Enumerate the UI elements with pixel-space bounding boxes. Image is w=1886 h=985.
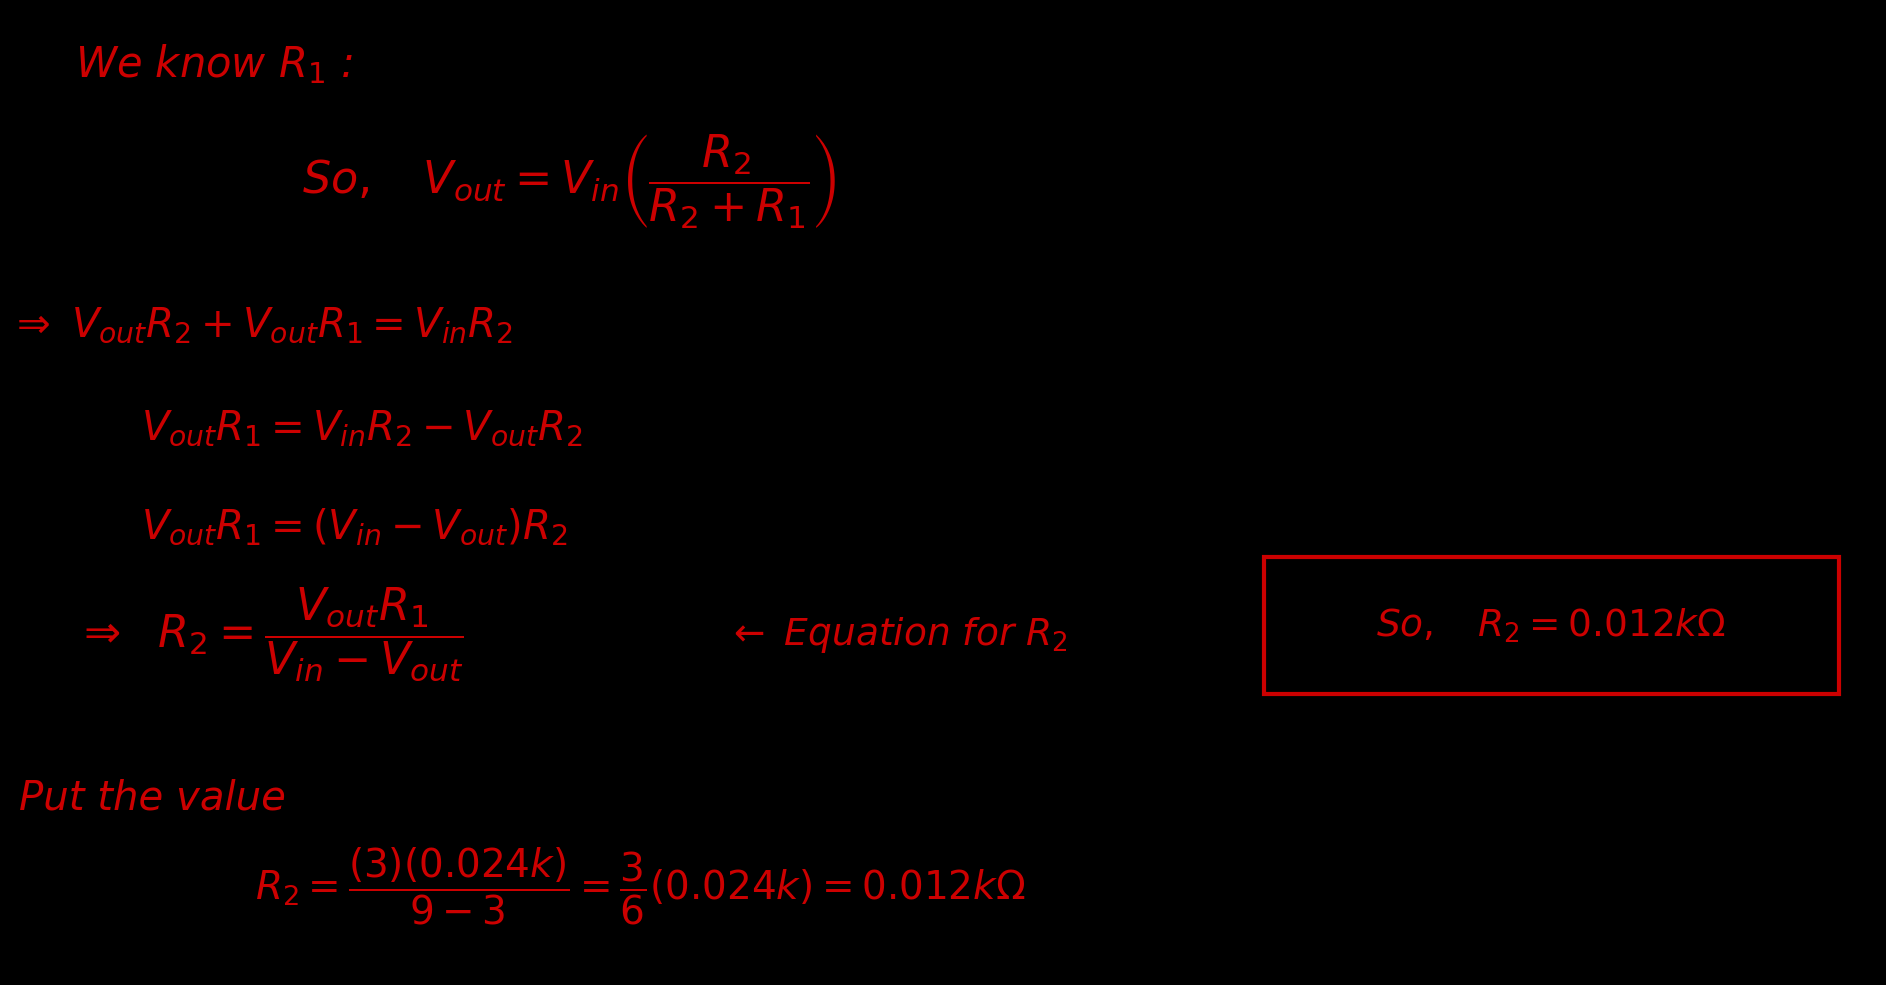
Text: $\leftarrow$ Equation for $R_2$: $\leftarrow$ Equation for $R_2$ — [726, 616, 1067, 655]
Text: $\Rightarrow$  $R_2 = \dfrac{V_{out}R_1}{V_{in} - V_{out}}$: $\Rightarrow$ $R_2 = \dfrac{V_{out}R_1}{… — [75, 586, 464, 685]
Text: $So,$   $R_2 = 0.012k\Omega$: $So,$ $R_2 = 0.012k\Omega$ — [1377, 607, 1726, 644]
Text: $V_{out}R_1 = (V_{in} - V_{out})R_2$: $V_{out}R_1 = (V_{in} - V_{out})R_2$ — [141, 506, 568, 548]
Text: We know $R_1$ :: We know $R_1$ : — [75, 42, 353, 86]
Text: $\Rightarrow$ $V_{out}R_2 + V_{out}R_1 = V_{in}R_2$: $\Rightarrow$ $V_{out}R_2 + V_{out}R_1 =… — [9, 305, 513, 345]
Text: $So,$   $V_{out} = V_{in}\left(\dfrac{R_2}{R_2 + R_1}\right)$: $So,$ $V_{out} = V_{in}\left(\dfrac{R_2}… — [302, 133, 835, 231]
Text: Put the value: Put the value — [19, 778, 287, 818]
Text: $R_2 = \dfrac{(3)(0.024k)}{9 - 3} = \dfrac{3}{6}(0.024k) = 0.012k\Omega$: $R_2 = \dfrac{(3)(0.024k)}{9 - 3} = \dfr… — [255, 846, 1024, 927]
Text: $V_{out}R_1 = V_{in}R_2 - V_{out}R_2$: $V_{out}R_1 = V_{in}R_2 - V_{out}R_2$ — [141, 409, 583, 448]
FancyBboxPatch shape — [1264, 557, 1839, 694]
